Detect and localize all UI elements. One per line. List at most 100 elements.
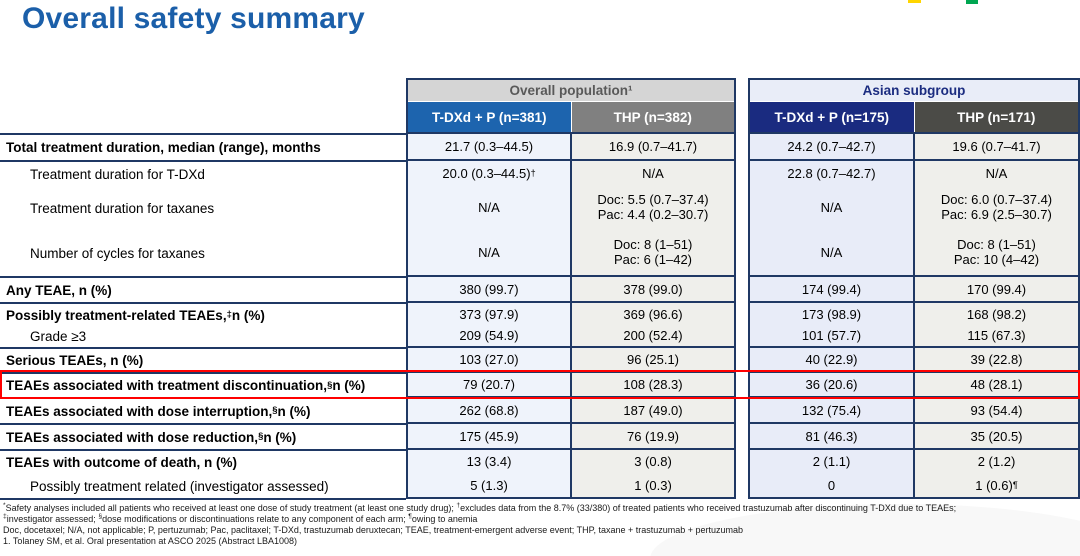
row-label: Any TEAE, n (%) — [0, 276, 406, 302]
row-label: Grade ≥3 — [30, 329, 87, 344]
overall-population-header: Overall population¹ — [408, 80, 734, 102]
asian-subgroup-column-headers: T-DXd + P (n=175) THP (n=171) — [750, 102, 1078, 132]
value-cell: 20.0 (0.3–44.5) † — [408, 159, 572, 185]
value-cell: 5 (1.3) — [408, 473, 572, 497]
value-cell: 380 (99.7) — [408, 275, 572, 301]
value-cell: 262 (68.8) — [408, 396, 572, 422]
value-cell: 96 (25.1) — [572, 346, 734, 371]
value-cell: 19.6 (0.7–41.7) — [915, 132, 1078, 159]
value-cell: 103 (27.0) — [408, 346, 572, 371]
table-row: 175 (45.9) 76 (19.9) — [408, 422, 734, 448]
column-header-tdxd-p-asian: T-DXd + P (n=175) — [750, 102, 915, 132]
value-cell: 81 (46.3) — [750, 422, 915, 448]
overall-population-column-headers: T-DXd + P (n=381) THP (n=382) — [408, 102, 734, 132]
column-header-thp-asian: THP (n=171) — [914, 102, 1078, 132]
row-label: Possibly treatment-related TEAEs, ‡ n (%) — [0, 302, 406, 326]
row-label: Treatment duration for T-DXd — [0, 160, 406, 186]
overall-population-body: 21.7 (0.3–44.5) 16.9 (0.7–41.7) 20.0 (0.3–… — [408, 132, 734, 497]
table-row: 373 (97.9) 369 (96.6) — [408, 301, 734, 325]
value-cell: 101 (57.7) — [750, 325, 915, 346]
footnote-line: 1. Tolaney SM, et al. Oral presentation … — [3, 536, 297, 546]
value-cell: Doc: 6.0 (0.7–37.4) Pac: 6.9 (2.5–30.7) — [915, 185, 1078, 229]
asian-subgroup-table: Asian subgroup T-DXd + P (n=175) THP (n=… — [748, 78, 1080, 499]
value-cell: 24.2 (0.7–42.7) — [750, 132, 915, 159]
value-cell: 2 (1.2) — [915, 448, 1078, 473]
table-row: 79 (20.7) 108 (28.3) — [408, 371, 734, 396]
value-cell: 2 (1.1) — [750, 448, 915, 473]
row-label: Number of cycles for taxanes — [30, 245, 205, 261]
value-cell: N/A — [408, 185, 572, 229]
table-row: 40 (22.9) 39 (22.8) — [750, 346, 1078, 371]
value-cell: 173 (98.9) — [750, 301, 915, 325]
value-cell: 22.8 (0.7–42.7) — [750, 159, 915, 185]
value-cell: Doc: 8 (1–51) Pac: 10 (4–42) — [915, 229, 1078, 275]
row-label: TEAEs associated with dose interruption,… — [0, 397, 406, 423]
table-row: 21.7 (0.3–44.5) 16.9 (0.7–41.7) — [408, 132, 734, 159]
footnote-line: *Safety analyses included all patients w… — [3, 502, 957, 513]
table-row: N/A Doc: 8 (1–51) Pac: 10 (4–42) — [750, 229, 1078, 275]
value-cell: 93 (54.4) — [915, 396, 1078, 422]
value-cell: N/A — [750, 229, 915, 275]
logo-fragment-yellow — [908, 0, 921, 3]
table-row: N/A Doc: 5.5 (0.7–37.4) Pac: 4.4 (0.2–30.7… — [408, 185, 734, 229]
value-cell: N/A — [408, 229, 572, 275]
asian-subgroup-header: Asian subgroup — [750, 80, 1078, 102]
table-row: 132 (75.4) 93 (54.4) — [750, 396, 1078, 422]
logo-fragment-green — [966, 0, 978, 4]
value-cell: Doc: 5.5 (0.7–37.4) Pac: 4.4 (0.2–30.7) — [572, 185, 734, 229]
table-row: 101 (57.7) 115 (67.3) — [750, 325, 1078, 346]
table-row: 5 (1.3) 1 (0.3) — [408, 473, 734, 497]
value-cell: 378 (99.0) — [572, 275, 734, 301]
table-row: 20.0 (0.3–44.5) † N/A — [408, 159, 734, 185]
table-row: 174 (99.4) 170 (99.4) — [750, 275, 1078, 301]
footnote-line: ‡investigator assessed; §dose modificati… — [3, 513, 478, 524]
value-cell: Doc: 8 (1–51) Pac: 6 (1–42) — [572, 229, 734, 275]
table-row: 262 (68.8) 187 (49.0) — [408, 396, 734, 422]
footnote-line: Doc, docetaxel; N/A, not applicable; P, … — [3, 525, 744, 535]
row-label: Treatment duration for taxanes — [30, 200, 215, 216]
row-label: TEAEs associated with dose reduction, § n… — [0, 423, 406, 449]
value-cell: 175 (45.9) — [408, 422, 572, 448]
value-cell: 168 (98.2) — [915, 301, 1078, 325]
safety-table: Total treatment duration, median (range)… — [0, 78, 1080, 500]
column-header-thp-overall: THP (n=382) — [571, 102, 734, 132]
table-row: 24.2 (0.7–42.7) 19.6 (0.7–41.7) — [750, 132, 1078, 159]
value-cell: N/A — [750, 185, 915, 229]
value-cell: 369 (96.6) — [572, 301, 734, 325]
value-cell: N/A — [915, 159, 1078, 185]
value-cell: 3 (0.8) — [572, 448, 734, 473]
label-column-spacer — [0, 78, 406, 133]
value-cell: 200 (52.4) — [572, 325, 734, 346]
value-cell: 40 (22.9) — [750, 346, 915, 371]
value-cell: 108 (28.3) — [572, 371, 734, 396]
value-cell: 21.7 (0.3–44.5) — [408, 132, 572, 159]
table-row: 173 (98.9) 168 (98.2) — [750, 301, 1078, 325]
table-row: 13 (3.4) 3 (0.8) — [408, 448, 734, 473]
value-cell: 115 (67.3) — [915, 325, 1078, 346]
table-row: 380 (99.7) 378 (99.0) — [408, 275, 734, 301]
row-label-column: Total treatment duration, median (range)… — [0, 78, 406, 500]
value-cell: 48 (28.1) — [915, 371, 1078, 396]
overall-population-table: Overall population¹ T-DXd + P (n=381) TH… — [406, 78, 736, 499]
value-cell: 35 (20.5) — [915, 422, 1078, 448]
table-row: 22.8 (0.7–42.7) N/A — [750, 159, 1078, 185]
table-row: 209 (54.9) 200 (52.4) — [408, 325, 734, 346]
table-row: 2 (1.1) 2 (1.2) — [750, 448, 1078, 473]
table-row: 103 (27.0) 96 (25.1) — [408, 346, 734, 371]
table-row: N/A Doc: 6.0 (0.7–37.4) Pac: 6.9 (2.5–30.7… — [750, 185, 1078, 229]
value-cell: 13 (3.4) — [408, 448, 572, 473]
asian-subgroup-body: 24.2 (0.7–42.7) 19.6 (0.7–41.7) 22.8 (0.7–… — [750, 132, 1078, 497]
row-label: Total treatment duration, median (range)… — [0, 133, 406, 160]
value-cell: 16.9 (0.7–41.7) — [572, 132, 734, 159]
value-cell: 132 (75.4) — [750, 396, 915, 422]
row-label: Possibly treatment related (investigator… — [30, 478, 329, 494]
row-label: TEAEs associated with treatment disconti… — [0, 372, 406, 397]
value-cell: 170 (99.4) — [915, 275, 1078, 301]
value-cell: 76 (19.9) — [572, 422, 734, 448]
value-cell: 187 (49.0) — [572, 396, 734, 422]
table-row: N/A Doc: 8 (1–51) Pac: 6 (1–42) — [408, 229, 734, 275]
value-cell: 1 (0.3) — [572, 473, 734, 497]
value-cell: N/A — [572, 159, 734, 185]
